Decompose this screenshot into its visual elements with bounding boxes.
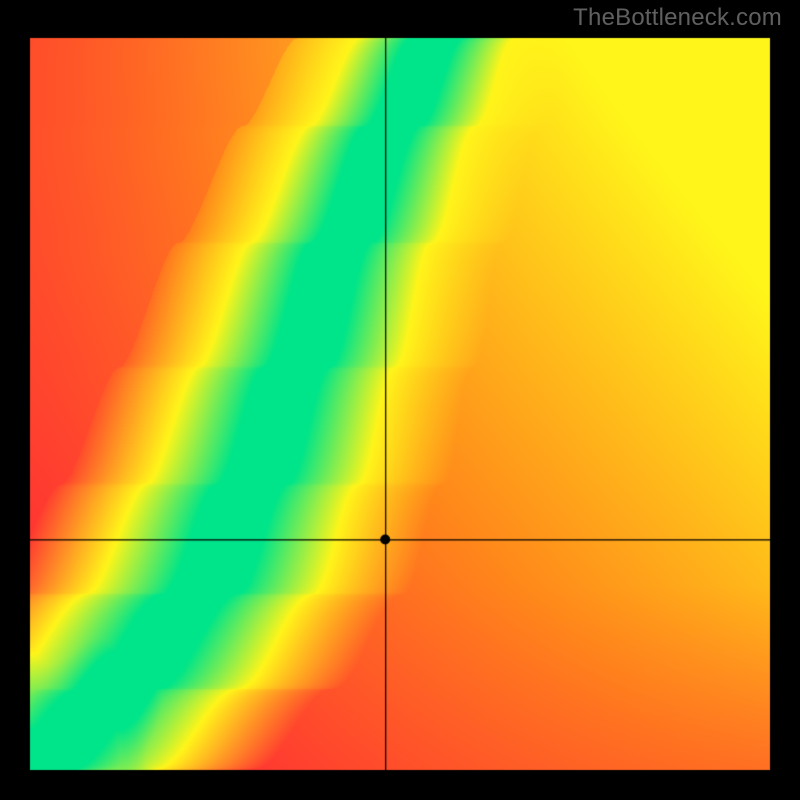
heatmap-canvas bbox=[0, 0, 800, 800]
watermark-text: TheBottleneck.com bbox=[573, 4, 782, 32]
chart-container: TheBottleneck.com bbox=[0, 0, 800, 800]
